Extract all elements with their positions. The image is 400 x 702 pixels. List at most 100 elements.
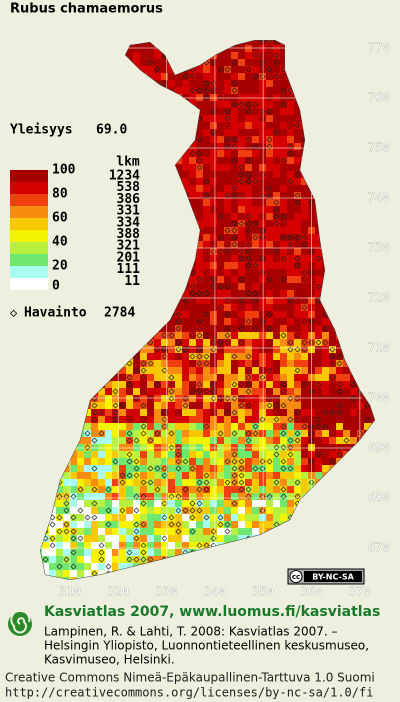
map-cell bbox=[49, 493, 56, 500]
map-cell bbox=[182, 514, 189, 521]
map-cell bbox=[322, 472, 329, 479]
map-cell bbox=[175, 227, 182, 234]
map-cell bbox=[308, 171, 315, 178]
observation-mark bbox=[84, 108, 91, 115]
map-cell bbox=[273, 213, 280, 220]
observation-mark bbox=[280, 556, 287, 563]
map-cell bbox=[224, 178, 231, 185]
map-cell bbox=[49, 66, 56, 73]
map-cell bbox=[287, 346, 294, 353]
map-cell bbox=[238, 276, 245, 283]
map-cell bbox=[154, 108, 161, 115]
map-cell bbox=[238, 52, 245, 59]
map-cell bbox=[42, 563, 49, 570]
map-cell bbox=[84, 367, 91, 374]
observation-mark bbox=[140, 192, 147, 199]
map-cell bbox=[336, 80, 343, 87]
map-cell bbox=[91, 535, 98, 542]
map-cell bbox=[154, 122, 161, 129]
map-cell bbox=[273, 80, 280, 87]
map-cell bbox=[70, 521, 77, 528]
map-cell bbox=[126, 381, 133, 388]
map-cell bbox=[182, 241, 189, 248]
map-cell bbox=[70, 66, 77, 73]
map-cell bbox=[364, 381, 371, 388]
map-cell bbox=[336, 367, 343, 374]
map-cell bbox=[196, 304, 203, 311]
map-cell bbox=[350, 199, 357, 206]
map-cell bbox=[343, 479, 350, 486]
map-cell bbox=[161, 339, 168, 346]
observation-mark bbox=[266, 276, 273, 283]
map-cell bbox=[259, 577, 266, 580]
map-cell bbox=[161, 381, 168, 388]
map-cell bbox=[336, 227, 343, 234]
map-cell bbox=[301, 430, 308, 437]
map-cell bbox=[315, 360, 322, 367]
map-cell bbox=[154, 458, 161, 465]
observation-mark bbox=[105, 157, 112, 164]
observation-mark bbox=[379, 459, 384, 464]
observation-mark bbox=[126, 353, 133, 360]
map-cell bbox=[147, 52, 154, 59]
map-cell bbox=[322, 94, 329, 101]
map-cell bbox=[140, 521, 147, 528]
map-cell bbox=[336, 206, 343, 213]
map-cell bbox=[161, 416, 168, 423]
map-cell bbox=[84, 255, 91, 262]
map-cell bbox=[42, 486, 49, 493]
map-cell bbox=[301, 493, 308, 500]
observation-mark bbox=[77, 157, 84, 164]
map-cell bbox=[322, 290, 329, 297]
map-cell bbox=[301, 45, 308, 52]
map-cell bbox=[56, 360, 63, 367]
map-cell bbox=[154, 276, 161, 283]
map-cell bbox=[42, 479, 49, 486]
map-cell bbox=[42, 73, 49, 80]
observation-mark bbox=[91, 304, 98, 311]
map-cell bbox=[168, 577, 175, 580]
map-cell bbox=[161, 122, 168, 129]
map-cell bbox=[343, 199, 350, 206]
map-cell bbox=[238, 290, 245, 297]
map-cell bbox=[364, 311, 371, 318]
observation-mark bbox=[273, 52, 280, 59]
map-cell bbox=[182, 374, 189, 381]
map-cell bbox=[189, 171, 196, 178]
map-cell bbox=[84, 122, 91, 129]
observation-mark bbox=[379, 305, 384, 310]
map-cell bbox=[357, 262, 364, 269]
map-cell bbox=[210, 290, 217, 297]
map-cell bbox=[252, 101, 259, 108]
map-cell bbox=[294, 311, 301, 318]
map-cell bbox=[182, 430, 189, 437]
map-cell bbox=[336, 409, 343, 416]
map-cell bbox=[210, 346, 217, 353]
map-cell bbox=[252, 248, 259, 255]
map-cell bbox=[203, 332, 210, 339]
map-cell bbox=[140, 416, 147, 423]
map-cell bbox=[343, 45, 350, 52]
map-cell bbox=[77, 297, 84, 304]
observation-mark bbox=[238, 472, 245, 479]
map-cell bbox=[287, 409, 294, 416]
map-cell bbox=[140, 164, 147, 171]
map-cell bbox=[105, 549, 112, 556]
observation-mark bbox=[189, 556, 196, 563]
map-cell bbox=[273, 542, 280, 549]
map-cell bbox=[189, 556, 196, 563]
map-cell bbox=[364, 304, 371, 311]
observation-mark bbox=[357, 66, 364, 73]
observation-mark bbox=[315, 556, 322, 563]
map-cell bbox=[56, 325, 63, 332]
map-cell bbox=[322, 213, 329, 220]
map-cell bbox=[91, 367, 98, 374]
observation-mark bbox=[133, 535, 140, 542]
observation-mark bbox=[91, 353, 98, 360]
observation-mark bbox=[175, 115, 182, 122]
map-cell bbox=[280, 283, 287, 290]
map-cell bbox=[70, 381, 77, 388]
map-cell bbox=[231, 563, 238, 570]
map-cell bbox=[259, 171, 266, 178]
map-cell bbox=[112, 374, 119, 381]
